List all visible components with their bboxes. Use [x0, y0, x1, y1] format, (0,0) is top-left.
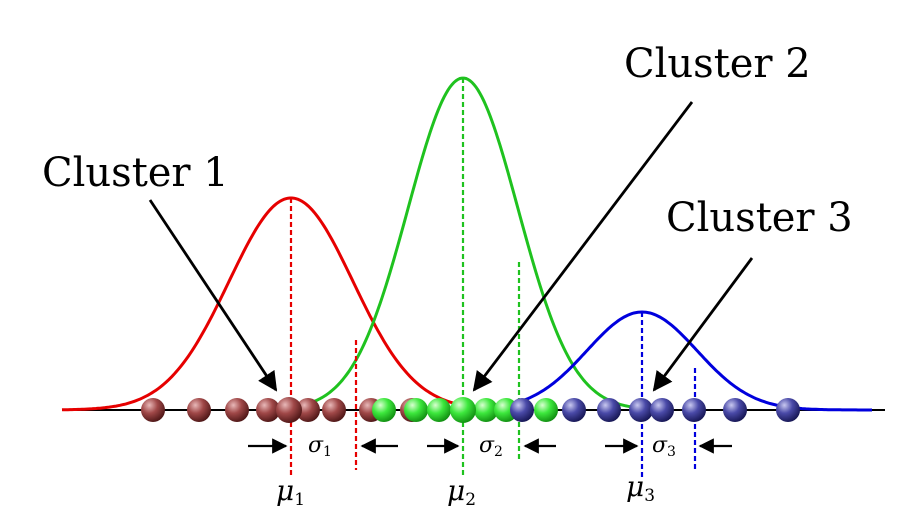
data-point: [404, 398, 428, 422]
cluster-1-label: Cluster 1: [42, 150, 229, 196]
mu3-label: μ3: [626, 470, 655, 506]
mu3-symbol: μ: [626, 470, 644, 503]
data-point: [141, 398, 165, 422]
data-point: [776, 398, 800, 422]
cluster-2-label: Cluster 2: [624, 41, 811, 87]
data-point: [427, 398, 451, 422]
cluster-3-pointer-arrow: [652, 257, 754, 392]
data-point: [534, 398, 558, 422]
data-points: [141, 397, 800, 423]
cluster-2-pointer-arrow: [472, 101, 694, 392]
sigma1-symbol: σ: [308, 433, 324, 458]
sigma3-subscript: 3: [667, 444, 676, 460]
data-point: [562, 398, 586, 422]
sigma2-subscript: 2: [494, 444, 503, 460]
mu2-symbol: μ: [447, 474, 465, 507]
mu1-symbol: μ: [276, 474, 294, 507]
data-point: [276, 397, 302, 423]
data-point: [450, 397, 476, 423]
sigma3-symbol: σ: [652, 433, 668, 458]
cluster-3-label: Cluster 3: [666, 195, 853, 241]
data-point: [682, 398, 706, 422]
sigma2-label: σ2: [479, 433, 503, 460]
data-point: [187, 398, 211, 422]
data-point: [629, 398, 653, 422]
mu2-subscript: 2: [465, 490, 476, 510]
sigma1-label: σ1: [308, 433, 332, 460]
mu1-subscript: 1: [294, 490, 305, 510]
mu2-label: μ2: [447, 474, 476, 510]
data-point: [723, 398, 747, 422]
data-point: [650, 398, 674, 422]
data-point: [225, 398, 249, 422]
data-point: [322, 398, 346, 422]
sigma3-label: σ3: [652, 433, 676, 460]
cluster-1-pointer-arrow: [148, 199, 278, 392]
data-point: [597, 398, 621, 422]
cluster-2-curve: [299, 76, 641, 410]
data-point: [372, 398, 396, 422]
data-point: [474, 398, 498, 422]
mu3-subscript: 3: [644, 486, 655, 506]
data-point: [510, 398, 534, 422]
sigma2-symbol: σ: [479, 433, 495, 458]
data-point: [296, 398, 320, 422]
sigma1-subscript: 1: [323, 444, 332, 460]
mu1-label: μ1: [276, 474, 305, 510]
data-point: [256, 398, 280, 422]
cluster-3-curve: [469, 310, 872, 412]
